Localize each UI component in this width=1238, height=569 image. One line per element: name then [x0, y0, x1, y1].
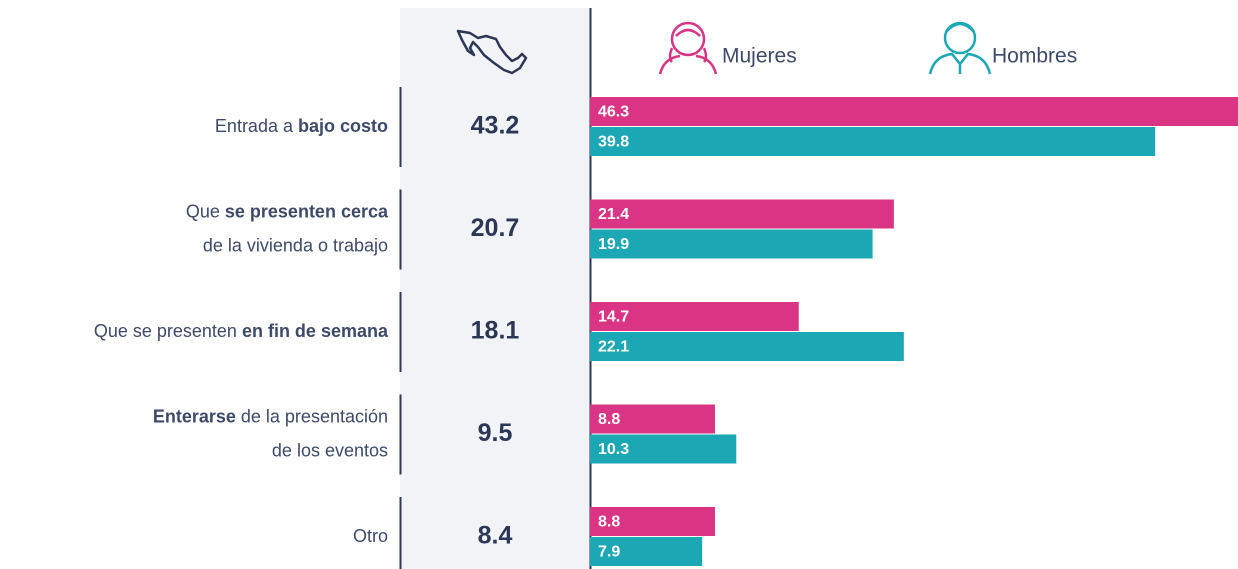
national-value: 18.1 [471, 317, 520, 345]
category-label: Que se presenten en fin de semana [94, 321, 389, 341]
legend-label: Hombres [992, 45, 1077, 68]
category-label-part: Enterarse [153, 406, 236, 426]
value-label: 10.3 [598, 441, 629, 458]
bar [590, 434, 737, 464]
bar [590, 332, 904, 361]
value-label: 7.9 [598, 544, 620, 561]
category-label: Que se presenten cerca [186, 201, 389, 221]
national-value: 8.4 [478, 522, 513, 550]
value-label: 8.8 [598, 514, 620, 531]
category-label: Entrada a bajo costo [215, 116, 388, 136]
category-label-part: Que se presenten [94, 321, 242, 341]
category-label: Enterarse de la presentación [153, 406, 388, 426]
legend-label: Mujeres [722, 45, 797, 68]
value-label: 22.1 [598, 339, 629, 356]
category-label: de la vivienda o trabajo [203, 235, 388, 255]
value-label: 21.4 [598, 206, 629, 223]
bar [590, 404, 715, 434]
value-label: 19.9 [598, 236, 629, 253]
value-label: 8.8 [598, 411, 620, 428]
bar [590, 537, 703, 566]
bar [590, 199, 894, 229]
value-label: 46.3 [598, 104, 629, 121]
man-icon [928, 21, 992, 75]
category-label-part: se presenten cerca [225, 201, 389, 221]
category-label-part: bajo costo [298, 116, 388, 136]
category-label: de los eventos [272, 440, 388, 460]
national-value: 20.7 [471, 214, 520, 242]
national-column [400, 8, 590, 569]
category-label-part: en fin de semana [242, 321, 389, 341]
category-label: Otro [353, 526, 388, 546]
national-value: 43.2 [471, 112, 520, 140]
mexico-icon [456, 29, 528, 75]
bar [590, 229, 873, 259]
category-label-part: de los eventos [272, 440, 388, 460]
category-label-part: Que [186, 201, 225, 221]
bar [590, 97, 1238, 126]
bar [590, 127, 1156, 156]
woman-icon [658, 21, 718, 75]
bar [590, 302, 799, 331]
value-label: 14.7 [598, 309, 629, 326]
bar [590, 507, 715, 536]
national-value: 9.5 [478, 419, 513, 447]
value-label: 39.8 [598, 134, 629, 151]
category-label-part: de la presentación [236, 406, 388, 426]
category-label-part: Entrada a [215, 116, 298, 136]
category-label-part: Otro [353, 526, 388, 546]
category-label-part: de la vivienda o trabajo [203, 235, 388, 255]
